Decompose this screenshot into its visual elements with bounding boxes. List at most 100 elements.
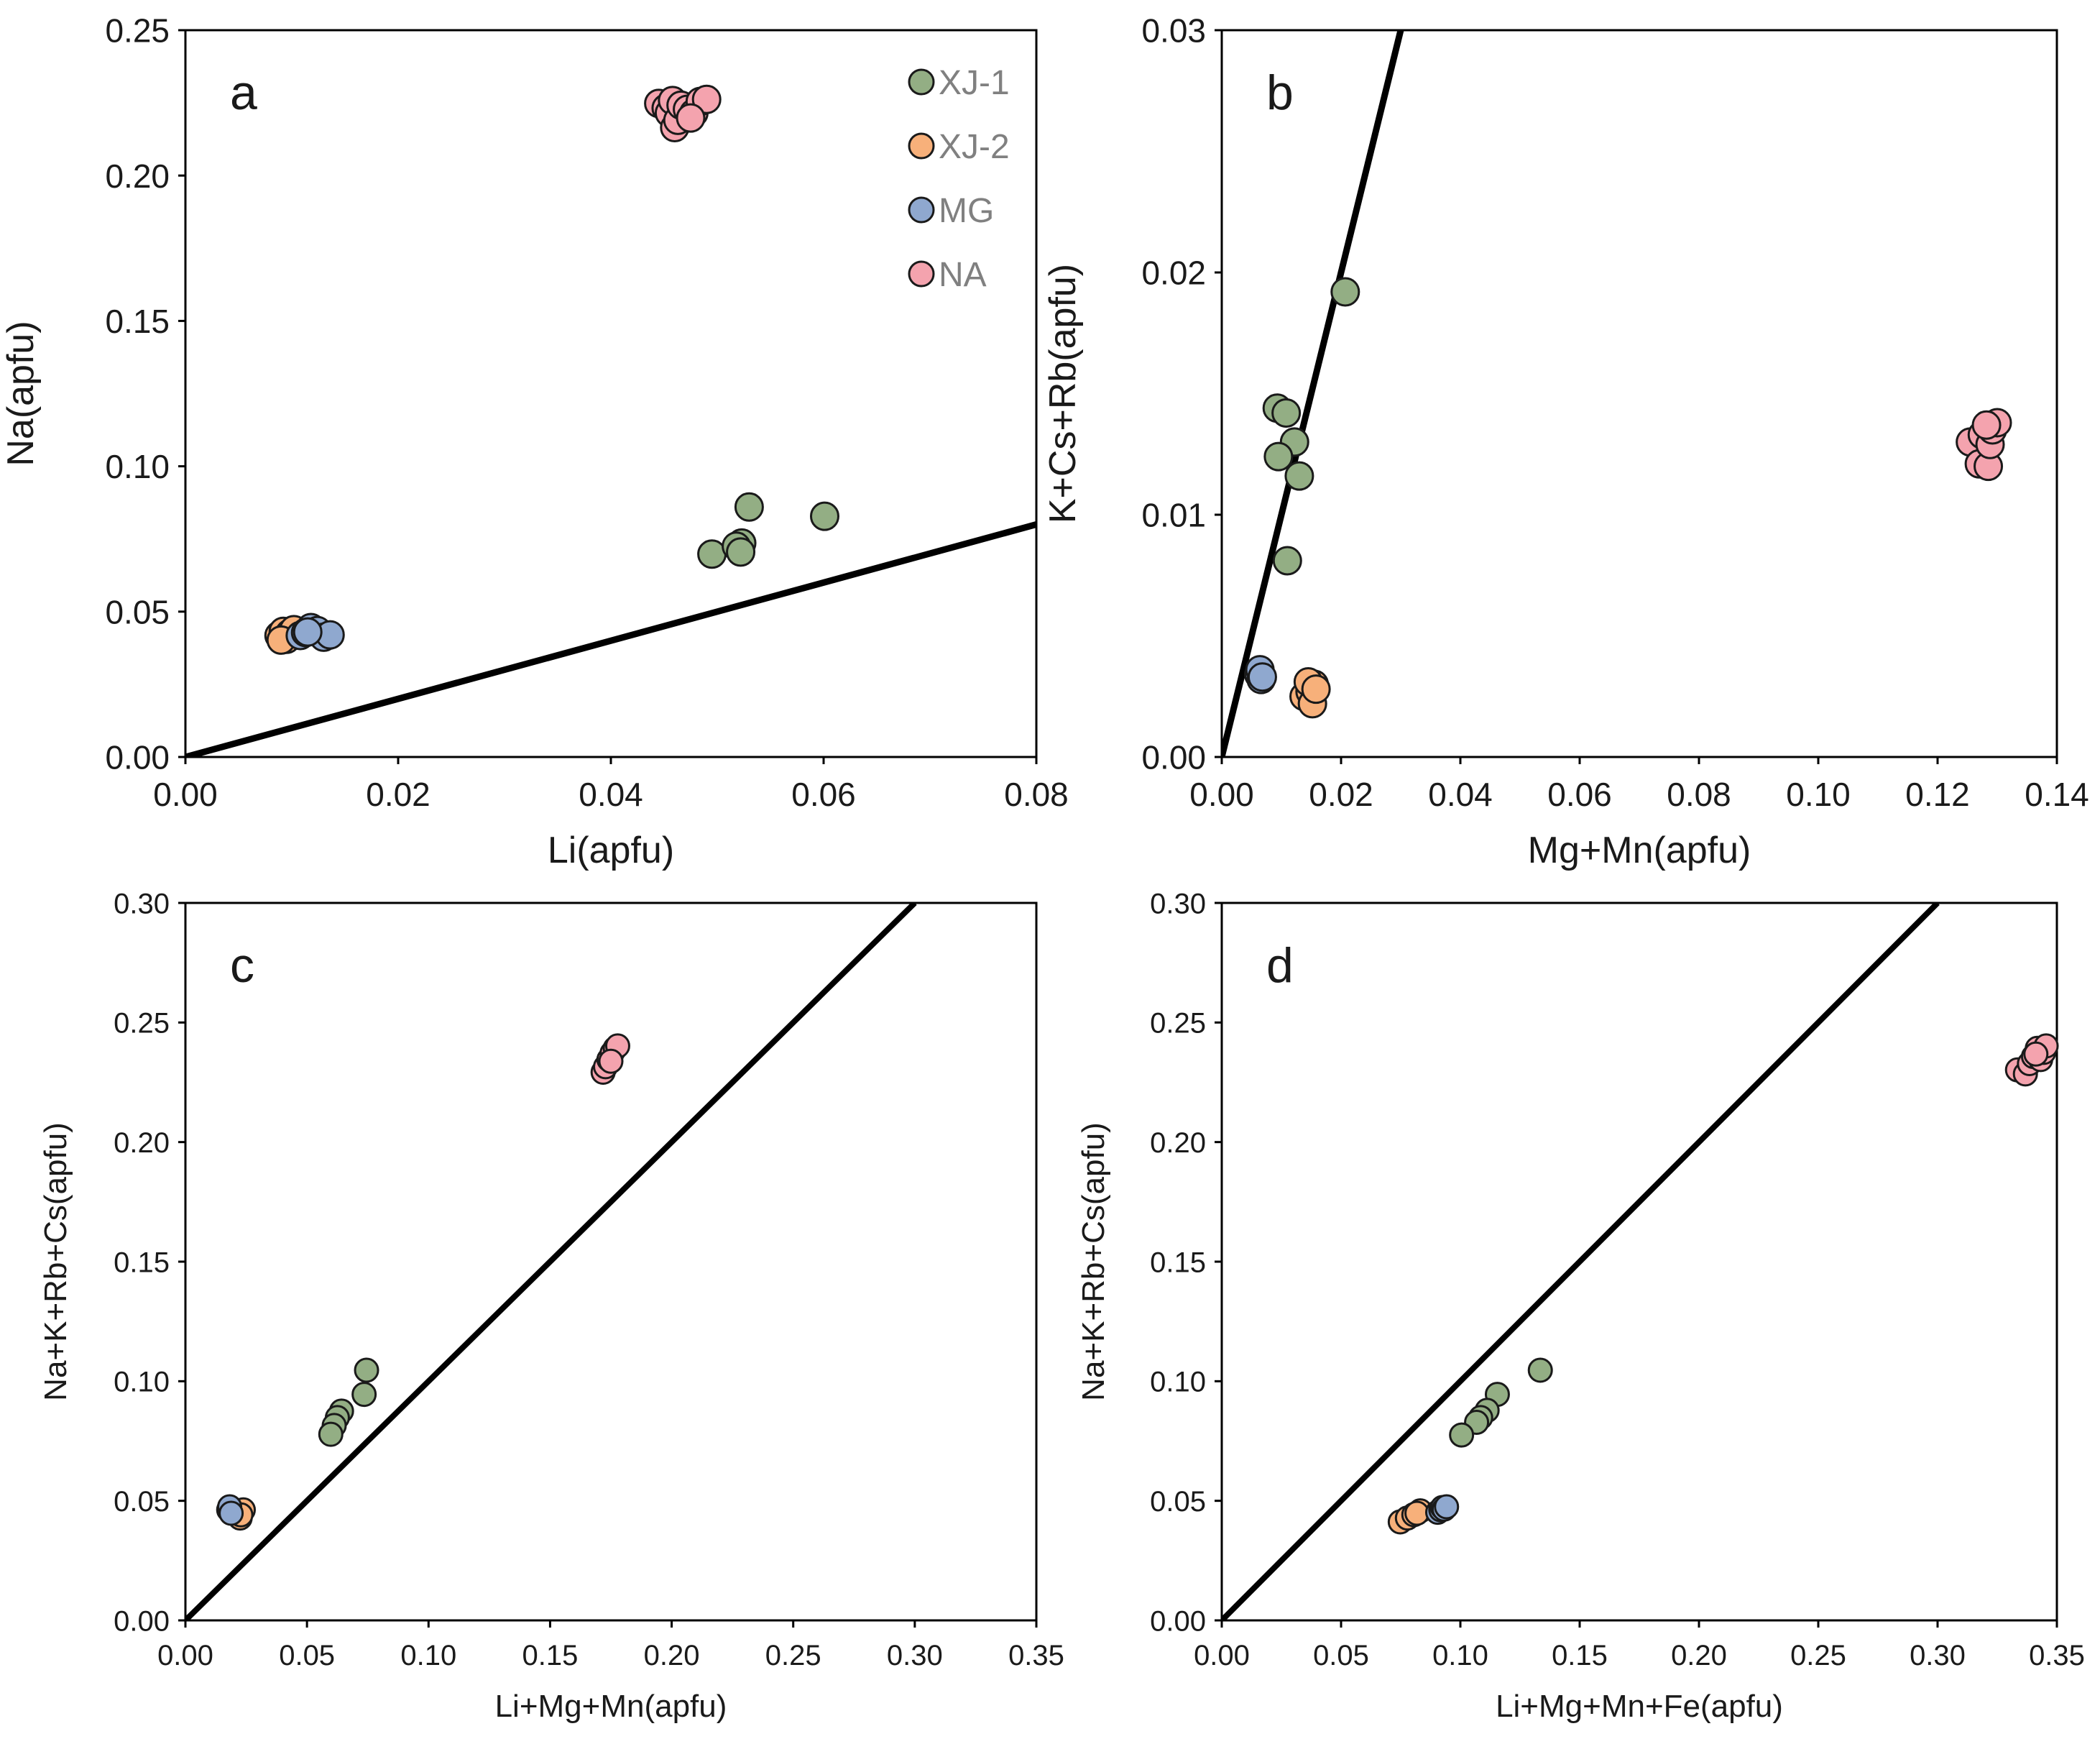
x-tick-label-a: 0.00 bbox=[153, 776, 218, 813]
y-tick-label-a: 0.20 bbox=[105, 157, 170, 195]
point-xj-1-b bbox=[1330, 277, 1360, 307]
x-tick-label-c: 0.05 bbox=[279, 1640, 335, 1671]
point-mg-b bbox=[1247, 662, 1277, 692]
point-xj-1-c bbox=[354, 1357, 379, 1383]
y-axis-label-b: K+Cs+Rb(apfu) bbox=[1042, 264, 1084, 523]
x-tick-label-b: 0.00 bbox=[1189, 776, 1254, 813]
point-xj-1-d bbox=[1527, 1357, 1553, 1383]
legend-marker-mg bbox=[908, 196, 935, 224]
x-tick-label-b: 0.06 bbox=[1547, 776, 1612, 813]
legend-label-mg: MG bbox=[939, 192, 994, 230]
point-xj-1-c bbox=[318, 1421, 344, 1447]
point-xj-1-a bbox=[697, 539, 727, 569]
reference-line-d bbox=[1222, 903, 1940, 1620]
y-tick-label-c: 0.30 bbox=[114, 888, 170, 919]
x-axis-label-a: Li(apfu) bbox=[548, 830, 674, 871]
y-tick-label-d: 0.25 bbox=[1150, 1008, 1206, 1040]
point-na-b bbox=[1971, 410, 2002, 440]
x-tick-label-d: 0.35 bbox=[2029, 1640, 2085, 1671]
x-tick-label-d: 0.00 bbox=[1194, 1640, 1250, 1671]
x-tick-label-b: 0.14 bbox=[2025, 776, 2089, 813]
point-xj-1-a bbox=[726, 537, 756, 567]
legend-marker-na bbox=[908, 260, 935, 288]
y-tick-label-a: 0.15 bbox=[105, 303, 170, 340]
legend-label-xj-2: XJ-2 bbox=[939, 128, 1010, 166]
y-tick-label-c: 0.25 bbox=[114, 1008, 170, 1040]
panel-label-d: d bbox=[1266, 938, 1294, 993]
x-tick-label-b: 0.10 bbox=[1786, 776, 1851, 813]
panel-d: 0.00 0.05 0.10 0.15 0.20 0.25 0.30 0.35 0.00 0.05… bbox=[1076, 888, 2085, 1724]
x-tick-label-b: 0.08 bbox=[1667, 776, 1731, 813]
y-tick-label-a: 0.00 bbox=[105, 739, 170, 776]
plot-frame-d bbox=[1220, 901, 2058, 1622]
y-tick-label-b: 0.01 bbox=[1141, 497, 1206, 534]
y-axis-label-c: Na+K+Rb+Cs(apfu) bbox=[38, 1122, 73, 1401]
point-xj-1-d bbox=[1449, 1422, 1475, 1448]
x-tick-label-d: 0.20 bbox=[1671, 1640, 1727, 1671]
x-tick-label-c: 0.20 bbox=[644, 1640, 700, 1671]
y-tick-label-d: 0.00 bbox=[1150, 1605, 1206, 1637]
point-xj-1-a bbox=[809, 501, 839, 531]
point-xj-1-c bbox=[351, 1382, 377, 1408]
panel-label-c: c bbox=[230, 938, 254, 993]
x-tick-label-c: 0.30 bbox=[887, 1640, 943, 1671]
legend-marker-xj-2 bbox=[908, 132, 935, 160]
point-xj-1-b bbox=[1263, 441, 1294, 472]
point-na-c bbox=[598, 1048, 624, 1074]
reference-line-c bbox=[185, 903, 917, 1620]
point-mg-c bbox=[218, 1500, 244, 1526]
x-tick-label-d: 0.30 bbox=[1910, 1640, 1966, 1671]
panel-label-b: b bbox=[1266, 65, 1294, 120]
legend-label-na: NA bbox=[939, 256, 987, 294]
y-tick-label-c: 0.10 bbox=[114, 1367, 170, 1398]
x-tick-label-b: 0.12 bbox=[1905, 776, 1970, 813]
y-tick-label-c: 0.00 bbox=[114, 1605, 170, 1637]
x-tick-label-d: 0.05 bbox=[1313, 1640, 1369, 1671]
panel-a: 0.00 0.02 0.04 0.06 0.08 0.00 0.05 0.10 0.15 0.20… bbox=[0, 12, 1069, 871]
x-tick-label-c: 0.15 bbox=[522, 1640, 578, 1671]
point-xj-1-a bbox=[734, 492, 764, 522]
x-tick-label-a: 0.06 bbox=[791, 776, 856, 813]
x-tick-label-d: 0.15 bbox=[1552, 1640, 1608, 1671]
x-tick-label-d: 0.25 bbox=[1790, 1640, 1846, 1671]
panel-b: 0.00 0.02 0.04 0.06 0.08 0.10 0.12 0.14 0.00 0.01… bbox=[1042, 12, 2089, 871]
legend-label-xj-1: XJ-1 bbox=[939, 64, 1010, 102]
x-axis-label-b: Mg+Mn(apfu) bbox=[1528, 830, 1751, 871]
y-tick-label-a: 0.10 bbox=[105, 448, 170, 485]
point-xj-1-b bbox=[1284, 461, 1314, 491]
point-na-a bbox=[691, 84, 722, 114]
y-tick-label-d: 0.20 bbox=[1150, 1127, 1206, 1159]
x-axis-label-d: Li+Mg+Mn+Fe(apfu) bbox=[1496, 1689, 1783, 1724]
point-xj-2-b bbox=[1301, 674, 1331, 705]
x-tick-label-c: 0.00 bbox=[157, 1640, 213, 1671]
x-tick-label-d: 0.10 bbox=[1432, 1640, 1488, 1671]
panel-label-a: a bbox=[230, 65, 257, 120]
y-tick-label-d: 0.15 bbox=[1150, 1247, 1206, 1278]
panel-c: 0.00 0.05 0.10 0.15 0.20 0.25 0.30 0.35 0.00 0.05… bbox=[38, 888, 1064, 1724]
x-tick-label-c: 0.35 bbox=[1008, 1640, 1064, 1671]
x-tick-label-c: 0.10 bbox=[400, 1640, 456, 1671]
x-tick-label-b: 0.02 bbox=[1309, 776, 1373, 813]
plot-frame-a bbox=[184, 29, 1038, 758]
y-tick-label-b: 0.03 bbox=[1141, 12, 1206, 50]
plot-frame-c bbox=[184, 901, 1038, 1622]
point-xj-1-b bbox=[1271, 398, 1302, 428]
y-tick-label-c: 0.15 bbox=[114, 1247, 170, 1278]
point-na-a bbox=[676, 103, 706, 133]
x-axis-label-c: Li+Mg+Mn(apfu) bbox=[495, 1689, 727, 1724]
y-tick-label-a: 0.25 bbox=[105, 12, 170, 50]
y-tick-label-d: 0.30 bbox=[1150, 888, 1206, 919]
point-xj-1-b bbox=[1272, 546, 1302, 576]
y-tick-label-b: 0.02 bbox=[1141, 254, 1206, 292]
y-tick-label-c: 0.05 bbox=[114, 1486, 170, 1518]
x-tick-label-a: 0.04 bbox=[579, 776, 643, 813]
y-tick-label-b: 0.00 bbox=[1141, 739, 1206, 776]
x-tick-label-a: 0.02 bbox=[366, 776, 430, 813]
y-axis-label-d: Na+K+Rb+Cs(apfu) bbox=[1076, 1122, 1111, 1401]
point-mg-d bbox=[1434, 1494, 1460, 1520]
point-na-d bbox=[2023, 1041, 2049, 1067]
x-tick-label-b: 0.04 bbox=[1428, 776, 1493, 813]
y-tick-label-c: 0.20 bbox=[114, 1127, 170, 1159]
y-tick-label-d: 0.10 bbox=[1150, 1367, 1206, 1398]
